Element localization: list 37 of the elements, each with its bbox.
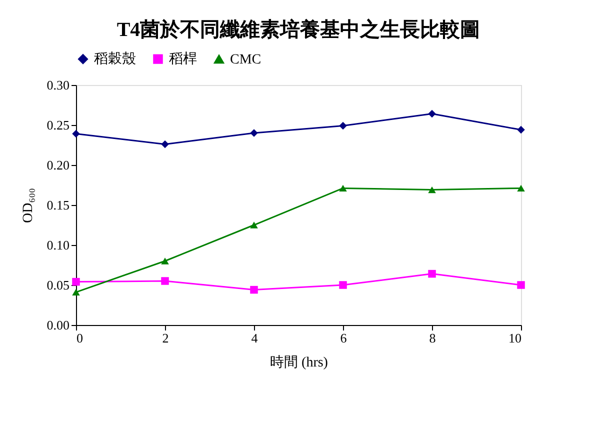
point [517,184,525,192]
point [339,184,347,192]
point [428,110,436,118]
point [72,278,80,286]
point [72,288,80,296]
point [161,277,169,285]
x-tick-label: 0 [76,330,83,346]
point [250,129,258,137]
point [339,281,347,289]
x-tick-label: 6 [340,330,348,346]
y-tick-label: 0.10 [46,238,70,252]
point [428,186,436,194]
y-tick-label: 0.20 [46,158,70,172]
point [339,122,347,130]
x-tick-label: 10 [508,330,522,346]
chart-title: T4菌於不同纖維素培養基中之生長比較圖 [116,18,480,41]
point [517,281,525,289]
y-axis-title: OD₆₀₀ [20,188,36,223]
y-tick-label: 0.25 [46,118,70,132]
point [250,222,258,228]
point [161,140,169,148]
point [517,126,525,134]
legend-label: 稻桿 [169,51,197,68]
point [72,130,80,138]
x-axis-title: 時間 (hrs) [270,354,328,370]
y-tick-label: 0.30 [46,78,70,92]
x-tick-label: 2 [162,330,169,346]
y-tick-label: 0.00 [46,318,70,332]
legend-label: CMC [230,52,262,68]
point [161,258,169,264]
x-tick-label: 4 [251,330,258,346]
x-tick-label: 8 [429,330,436,346]
point [250,286,258,294]
point [428,270,436,278]
y-tick-label: 0.05 [46,278,70,292]
y-tick-label: 0.15 [46,198,70,212]
legend-label: 稻穀殼 [94,51,136,68]
